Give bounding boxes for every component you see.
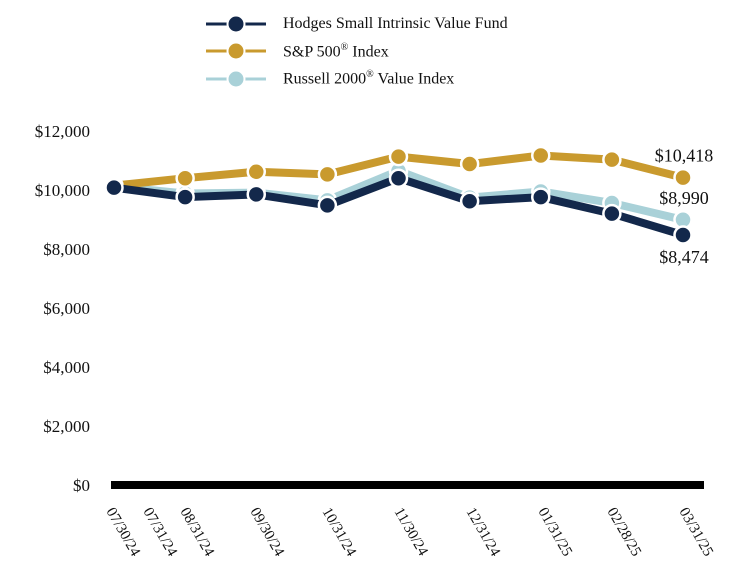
legend-swatch-sp500	[206, 41, 266, 61]
data-point-hodges	[317, 195, 338, 216]
legend-label-hodges: Hodges Small Intrinsic Value Fund	[283, 14, 508, 32]
series-hodges	[104, 168, 693, 245]
x-tick-label: 11/30/24	[391, 505, 431, 559]
legend-name-sp500: S&P 500	[283, 42, 341, 60]
data-point-sp500	[246, 161, 266, 182]
x-tick-label: 07/31/24	[140, 505, 181, 560]
end-label-russell: $8,990	[659, 188, 709, 208]
y-axis: $0 $2,000 $4,000 $6,000 $8,000 $10,000 $12,000	[35, 122, 90, 495]
x-tick-label: 02/28/25	[604, 505, 645, 559]
data-point-hodges	[459, 191, 480, 211]
y-tick-label: $12,000	[35, 122, 90, 141]
y-tick-label: $10,000	[35, 181, 90, 200]
legend-item-hodges: Hodges Small Intrinsic Value Fund	[206, 10, 508, 38]
data-point-hodges	[602, 203, 622, 224]
y-tick-label: $4,000	[43, 358, 90, 377]
y-tick-label: $0	[73, 476, 90, 495]
legend-superscript-russell: ®	[366, 69, 374, 81]
data-point-sp500	[602, 149, 622, 170]
y-tick-label: $2,000	[43, 417, 90, 436]
legend-label-sp500: S&P 500® Index	[283, 42, 389, 61]
legend-swatch-russell	[206, 69, 266, 89]
x-tick-label: 09/30/24	[247, 505, 288, 560]
series-layer	[104, 145, 693, 245]
data-labels: $10,418 $8,990 $8,474	[655, 146, 714, 267]
end-label-sp500: $10,418	[655, 146, 714, 166]
x-tick-label: 01/31/25	[535, 505, 576, 559]
x-tick-label: 03/31/25	[676, 505, 717, 559]
legend: Hodges Small Intrinsic Value Fund S&P 50…	[206, 10, 508, 93]
data-point-hodges	[531, 187, 551, 207]
data-point-sp500	[388, 146, 409, 167]
legend-label-russell: Russell 2000® Value Index	[283, 69, 454, 88]
legend-suffix-sp500: Index	[348, 42, 389, 60]
data-point-sp500	[317, 164, 338, 185]
data-point-hodges	[388, 168, 409, 188]
legend-item-russell: Russell 2000® Value Index	[206, 65, 508, 93]
end-label-hodges: $8,474	[659, 247, 709, 267]
x-tick-label: 12/31/24	[463, 505, 504, 560]
data-point-sp500	[175, 168, 195, 188]
data-point-hodges	[246, 184, 266, 205]
legend-superscript-sp500: ®	[340, 41, 349, 53]
y-tick-label: $8,000	[43, 240, 90, 259]
data-point-hodges	[175, 187, 195, 207]
data-point-hodges	[104, 177, 124, 198]
x-tick-label: 10/31/24	[319, 505, 360, 560]
legend-item-sp500: S&P 500® Index	[206, 38, 508, 66]
data-point-sp500	[673, 167, 693, 188]
legend-name-russell: Russell 2000	[283, 70, 367, 88]
data-point-sp500	[459, 154, 480, 174]
x-tick-label: 08/31/24	[177, 505, 218, 560]
data-point-hodges	[673, 225, 693, 245]
data-point-sp500	[531, 145, 551, 166]
legend-swatch-hodges	[206, 14, 266, 34]
y-tick-label: $6,000	[43, 299, 90, 318]
x-tick-label: 07/30/24	[103, 505, 144, 560]
legend-suffix-russell: Value Index	[373, 70, 455, 88]
